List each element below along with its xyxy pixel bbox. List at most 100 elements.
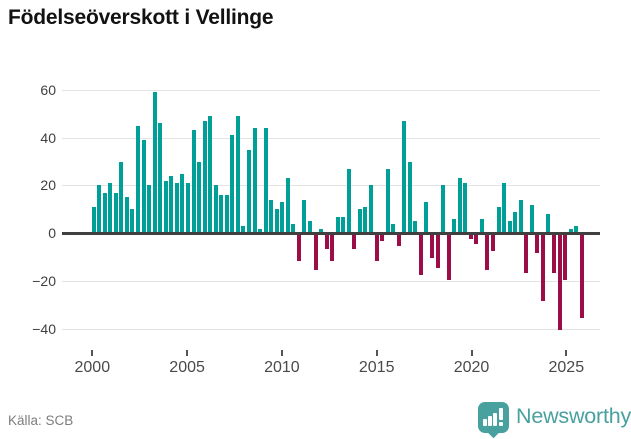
bar (380, 233, 384, 242)
newsworthy-wordmark: Newsworthy (516, 404, 631, 428)
y-axis-tick-label: −20 (32, 273, 56, 290)
newsworthy-bubble-barchart-icon (478, 402, 509, 433)
bar (296, 233, 301, 261)
bar (391, 223, 396, 235)
bar (368, 185, 373, 235)
bar (424, 202, 429, 235)
gridline (62, 89, 600, 91)
bar (280, 202, 285, 235)
bar (258, 228, 262, 235)
x-axis-tick-label: 2010 (264, 359, 300, 376)
bar (490, 233, 495, 252)
bar (357, 209, 362, 235)
bar (285, 178, 290, 235)
bar (246, 149, 251, 235)
bar (557, 233, 562, 331)
bar (496, 207, 501, 235)
bar (202, 120, 207, 235)
bar (136, 125, 140, 235)
bar (91, 207, 96, 235)
bar (363, 207, 368, 235)
bar (457, 178, 462, 235)
zero-axis-line (62, 231, 600, 235)
bar (307, 221, 312, 235)
bar (169, 175, 174, 235)
bar (130, 209, 135, 235)
gridline (62, 137, 600, 139)
bar (413, 221, 418, 235)
bar (524, 233, 529, 273)
bar (518, 199, 523, 235)
gridline (62, 281, 600, 283)
bar (269, 199, 274, 235)
bar (568, 228, 573, 235)
bar (108, 183, 113, 235)
bar (335, 216, 340, 235)
bar (324, 233, 329, 249)
bar (346, 168, 351, 235)
bar (119, 161, 124, 235)
bar (141, 139, 146, 235)
bar (402, 120, 407, 235)
bar (507, 221, 512, 235)
bar (102, 192, 107, 235)
bar (407, 161, 412, 235)
bar (502, 183, 506, 235)
bar (230, 135, 235, 235)
bar (474, 233, 479, 244)
bar (563, 233, 567, 280)
bar (252, 128, 257, 235)
x-axis-tick-mark (565, 350, 568, 356)
bar (551, 233, 556, 273)
bar (418, 233, 423, 275)
y-axis-tick-label: −40 (32, 321, 56, 338)
bar (429, 233, 434, 259)
y-axis-tick-label: 0 (48, 225, 56, 242)
bar (529, 204, 534, 235)
bar (235, 116, 240, 235)
bar (302, 199, 307, 235)
bar (579, 233, 584, 319)
bar (291, 223, 296, 235)
bar (213, 185, 218, 235)
bar (319, 228, 323, 235)
bar (468, 233, 473, 240)
bar (313, 233, 318, 271)
bar (485, 233, 490, 271)
bar (535, 233, 540, 254)
gridline (62, 329, 600, 331)
newsworthy-logo: Newsworthy (478, 402, 631, 439)
bar (97, 185, 102, 235)
source-credit: Källa: SCB (8, 413, 74, 428)
bar (574, 226, 579, 235)
bar (152, 92, 157, 235)
x-axis-tick-mark (375, 350, 378, 356)
bar (546, 214, 551, 235)
bar (191, 130, 196, 235)
bar (330, 233, 335, 261)
y-axis-tick-label: 60 (40, 81, 56, 98)
bar (147, 185, 152, 235)
chart-title: Födelseöverskott i Vellinge (8, 6, 274, 29)
gridline (62, 185, 600, 187)
bar (479, 218, 484, 235)
x-axis-tick-label: 2025 (548, 359, 585, 376)
bar (174, 183, 179, 235)
y-axis-tick-label: 20 (40, 177, 56, 194)
x-axis-tick-mark (470, 350, 473, 356)
bar (224, 195, 229, 235)
bar (180, 173, 185, 235)
bar (352, 233, 357, 249)
x-axis-tick-label: 2015 (358, 359, 395, 376)
bar (208, 116, 213, 235)
bar (241, 226, 246, 235)
bar (124, 197, 129, 235)
bar (452, 218, 457, 235)
x-axis-tick-label: 2020 (453, 359, 490, 376)
bar (396, 233, 401, 247)
y-axis-tick-label: 40 (40, 129, 56, 146)
x-axis-tick-mark (186, 350, 189, 356)
bar (374, 233, 379, 261)
bar (435, 233, 440, 268)
